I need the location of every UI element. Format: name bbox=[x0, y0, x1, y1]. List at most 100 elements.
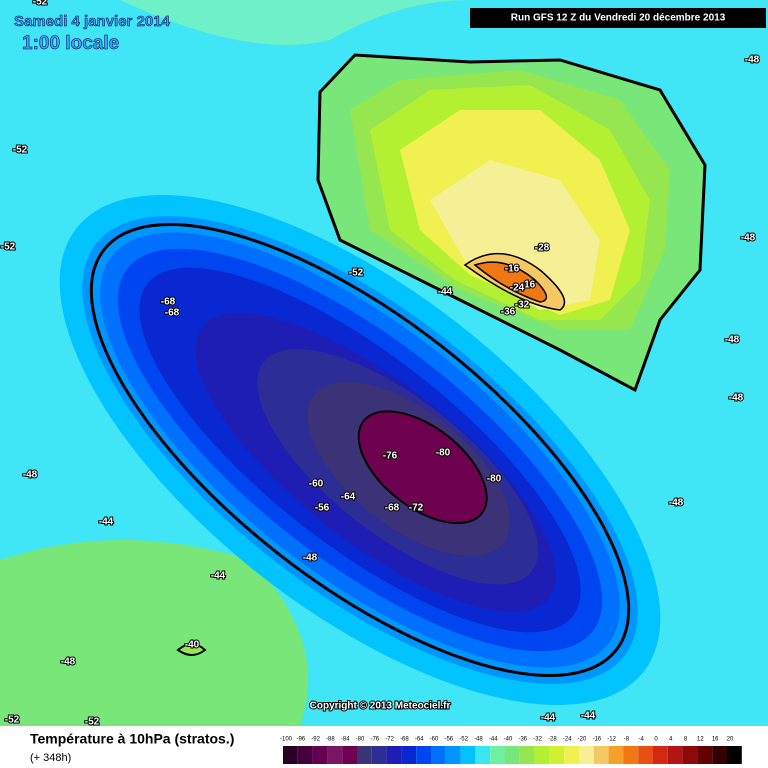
colorbar-swatch bbox=[593, 746, 609, 764]
colorbar-label: -12 bbox=[607, 737, 616, 743]
contour-label: -40 bbox=[185, 640, 200, 651]
contour-label: -24 bbox=[510, 283, 525, 294]
run-banner bbox=[470, 8, 766, 28]
colorbar-label: 0 bbox=[654, 737, 658, 743]
colorbar-label: -60 bbox=[430, 737, 439, 743]
colorbar-label: 4 bbox=[669, 737, 673, 743]
map-date: Samedi 4 janvier 2014 bbox=[14, 13, 171, 30]
contour-label: -80 bbox=[436, 448, 451, 459]
colorbar-label: -48 bbox=[474, 737, 483, 743]
contour-label: -44 bbox=[541, 713, 556, 724]
contour-label: -52 bbox=[5, 715, 20, 726]
colorbar-label: -64 bbox=[415, 737, 424, 743]
colorbar-label: -28 bbox=[548, 737, 557, 743]
colorbar-label: 16 bbox=[712, 737, 719, 743]
colorbar-swatch bbox=[608, 746, 624, 764]
contour-label: -48 bbox=[729, 393, 744, 404]
colorbar-swatch bbox=[386, 746, 402, 764]
contour-label: -44 bbox=[99, 517, 114, 528]
contour-label: -44 bbox=[211, 571, 226, 582]
colorbar-swatch bbox=[342, 746, 357, 764]
contour-label: -64 bbox=[341, 492, 356, 503]
colorbar-label: -76 bbox=[370, 737, 379, 743]
contour-label: -72 bbox=[409, 503, 424, 514]
colorbar-label: -52 bbox=[459, 737, 468, 743]
contour-label: -16 bbox=[505, 264, 520, 275]
colorbar-swatch bbox=[283, 746, 298, 764]
footer-lead: (+ 348h) bbox=[30, 752, 71, 764]
colorbar-label: 20 bbox=[727, 737, 734, 743]
colorbar-label: 12 bbox=[697, 737, 704, 743]
contour-label: -48 bbox=[741, 233, 756, 244]
contour-label: -52 bbox=[33, 0, 48, 8]
colorbar-label: -84 bbox=[341, 737, 350, 743]
colorbar-swatch bbox=[475, 746, 491, 764]
contour-label: -36 bbox=[501, 307, 516, 318]
contour-label: -68 bbox=[161, 297, 176, 308]
colorbar-swatch bbox=[697, 746, 713, 764]
contour-label: -44 bbox=[581, 711, 596, 722]
colorbar-swatch bbox=[297, 746, 313, 764]
contour-label: -52 bbox=[349, 268, 364, 279]
contour-label: -48 bbox=[745, 55, 760, 66]
contour-label: -48 bbox=[303, 553, 318, 564]
contour-label: -56 bbox=[315, 503, 330, 514]
colorbar-swatch bbox=[460, 746, 476, 764]
colorbar-label: -100 bbox=[280, 737, 293, 743]
map-fill bbox=[0, 0, 707, 726]
colorbar-label: -36 bbox=[518, 737, 527, 743]
colorbar-label: -40 bbox=[504, 737, 513, 743]
colorbar-label: -32 bbox=[533, 737, 542, 743]
colorbar-swatch bbox=[667, 746, 683, 764]
colorbar-label: -24 bbox=[563, 737, 572, 743]
contour-label: -44 bbox=[438, 287, 453, 298]
colorbar-swatch bbox=[327, 746, 343, 764]
colorbar-label: 8 bbox=[684, 737, 688, 743]
contour-labels: -52 -52 -52 -48 -48 -48 -48 -48 -48 -44 -44 -48 -48 -… bbox=[0, 0, 761, 729]
contour-label: -80 bbox=[487, 474, 502, 485]
colorbar-swatch bbox=[579, 746, 594, 764]
colorbar-swatch bbox=[445, 746, 461, 764]
colorbar-label: -68 bbox=[400, 737, 409, 743]
copyright: Copyright © 2013 Meteociel.fr bbox=[310, 701, 451, 712]
colorbar-swatch bbox=[312, 746, 328, 764]
colorbar-swatch bbox=[712, 746, 727, 764]
colorbar-swatch bbox=[416, 746, 431, 764]
colorbar-swatch bbox=[623, 746, 639, 764]
contour-label: -28 bbox=[535, 243, 550, 254]
colorbar-label: -92 bbox=[311, 737, 320, 743]
colorbar-label: -56 bbox=[444, 737, 453, 743]
colorbar-label: -96 bbox=[296, 737, 305, 743]
colorbar-swatch bbox=[727, 746, 742, 764]
map-time: 1:00 locale bbox=[22, 33, 119, 54]
colorbar-swatch bbox=[401, 746, 417, 764]
colorbar-swatch bbox=[549, 746, 565, 764]
contour-label: -48 bbox=[61, 657, 76, 668]
colorbar-label: -44 bbox=[489, 737, 498, 743]
colorbar-label: -20 bbox=[578, 737, 587, 743]
colorbar-swatch bbox=[431, 746, 446, 764]
colorbar-swatch bbox=[682, 746, 698, 764]
contour-label: -52 bbox=[1, 242, 16, 253]
colorbar-swatch bbox=[357, 746, 372, 764]
colorbar-label: -72 bbox=[385, 737, 394, 743]
colorbar-label: -16 bbox=[592, 737, 601, 743]
contour-label: -68 bbox=[385, 503, 400, 514]
colorbar-swatch bbox=[653, 746, 668, 764]
colorbar-swatch bbox=[490, 746, 505, 764]
colorbar: -100 -96 -92 -88 -84 -80 -76 -72 -68 -64 -60 -56 -52… bbox=[280, 737, 742, 764]
colorbar-label: -4 bbox=[639, 737, 645, 743]
contour-label: -48 bbox=[669, 498, 684, 509]
contour-label: -60 bbox=[309, 479, 324, 490]
colorbar-swatch bbox=[638, 746, 653, 764]
colorbar-swatch bbox=[534, 746, 550, 764]
contour-label: -48 bbox=[725, 335, 740, 346]
contour-label: -68 bbox=[165, 308, 180, 319]
contour-label: -16 bbox=[521, 280, 536, 291]
colorbar-label: -80 bbox=[356, 737, 365, 743]
colorbar-label: -88 bbox=[326, 737, 335, 743]
contour-label: -52 bbox=[13, 145, 28, 156]
run-info: Run GFS 12 Z du Vendredi 20 décembre 201… bbox=[511, 13, 726, 24]
colorbar-swatch bbox=[564, 746, 579, 764]
